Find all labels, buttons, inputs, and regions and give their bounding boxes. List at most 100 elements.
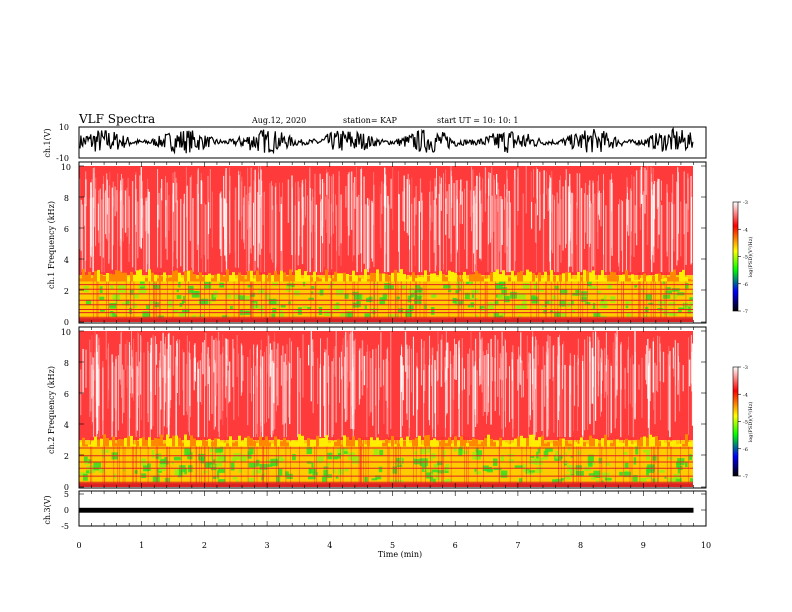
spectrogram-patch [543,309,547,314]
spectrogram-edge [676,444,679,447]
spectrogram-patch [639,478,647,482]
spectrogram-edge [388,443,391,447]
spectrogram-edge [175,435,178,447]
spectrogram-edge [547,275,550,282]
spectrogram-patch [337,448,345,456]
spectrogram-edge [538,272,541,282]
spectrogram-patch [523,292,526,301]
spectrogram-edge [442,439,445,447]
spectrogram-edge [346,274,349,282]
spectrogram-edge [403,440,406,447]
spectrogram-edge [529,271,532,282]
spectrogram-edge [577,443,580,447]
spectrogram-patch [666,287,671,290]
ch3-ytick-top: 5 [64,490,69,499]
x-tick-label: 6 [453,541,458,550]
ch1-spectrogram-image [79,166,693,322]
spectrogram-edge [688,279,691,282]
spectrogram-edge [262,274,265,282]
spectrogram-patch [645,294,652,301]
spectrogram-edge [415,437,418,447]
spectrogram-patch [293,290,300,296]
spectrogram-edge [493,442,496,447]
spectrogram-patch [665,290,672,295]
spectrogram-patch [666,457,674,460]
spectrogram-edge [658,273,661,282]
spectrogram-edge [610,443,613,447]
spectrogram-edge [229,275,232,282]
spectrogram-edge [628,278,631,282]
spectrogram-edge [325,435,328,447]
spectrogram-edge [301,435,304,447]
spectrogram-patch [575,289,580,296]
spectrogram-edge [241,275,244,282]
start-time-label: start UT = 10: 10: 1 [437,116,518,125]
spectrogram-patch [430,473,435,477]
spectrogram-edge [553,275,556,282]
spectrogram-edge [205,441,208,447]
spectrogram-edge [244,279,247,282]
spectrogram-patch [171,461,174,465]
colorbar-tick-label: -5 [743,420,748,426]
ch3-ytick-bottom: -5 [61,522,69,531]
ch1-spec-ylabel: ch.1 Frequency (kHz) [47,201,56,289]
spectrogram-edge [499,437,502,447]
spectrogram-edge [334,442,337,447]
spectrogram-edge [667,276,670,282]
spectrogram-edge [652,275,655,282]
spectrogram-edge [541,277,544,282]
spectrogram-patch [384,283,391,290]
spectrogram-edge [376,437,379,447]
ch2-ytick-6: 6 [64,390,69,399]
spectrogram-patch [311,286,315,290]
spectrogram-patch [501,286,507,290]
spectrogram-edge [652,436,655,447]
spectrogram-patch [689,301,693,307]
spectrogram-edge [187,440,190,447]
spectrogram-edge [100,273,103,282]
spectrogram-patch [623,471,631,478]
spectrogram-edge [358,277,361,282]
spectrogram-patch [146,304,150,309]
spectrogram-edge [433,438,436,447]
spectrogram-baseline [79,483,693,487]
spectrogram-patch [522,283,530,290]
spectrogram-edge [622,274,625,282]
spectrogram-patch [297,307,302,315]
spectrogram-edge [118,270,121,282]
spectrogram-edge [571,278,574,282]
spectrogram-edge [355,276,358,282]
spectrogram-patch [419,448,427,455]
spectrogram-edge [664,442,667,447]
spectrogram-patch [453,447,457,452]
spectrogram-patch [303,281,306,287]
spectrogram-patch [584,466,591,471]
spectrogram-patch [493,312,499,319]
spectrogram-edge [661,279,664,282]
spectrogram-patch [471,289,479,294]
spectrogram-edge [91,441,94,447]
spectrogram-patch [429,458,433,461]
spectrogram-edge [397,272,400,282]
spectrogram-patch [211,464,217,471]
spectrogram-patch [210,464,217,467]
spectrogram-patch [195,291,198,296]
spectrogram-edge [328,278,331,282]
spectrogram-patch [114,314,118,318]
spectrogram-edge [568,443,571,447]
spectrogram-patch [503,295,510,303]
spectrogram-patch [248,447,254,455]
panel-ch1-spectrogram: 0 2 4 6 8 10 ch.1 Frequency (kHz) [47,161,707,327]
spectrogram-edge [247,271,250,282]
spectrogram-patch [541,457,548,460]
spectrogram-patch [633,457,637,465]
spectrogram-patch [99,467,105,473]
spectrogram-patch [356,300,361,308]
x-tick-label: 2 [202,541,207,550]
spectrogram-edge [367,279,370,282]
spectrogram-patch [210,453,214,460]
spectrogram-edge [673,269,676,282]
spectrogram-edge [529,434,532,447]
spectrogram-patch [634,285,637,288]
spectrogram-patch [474,471,482,475]
